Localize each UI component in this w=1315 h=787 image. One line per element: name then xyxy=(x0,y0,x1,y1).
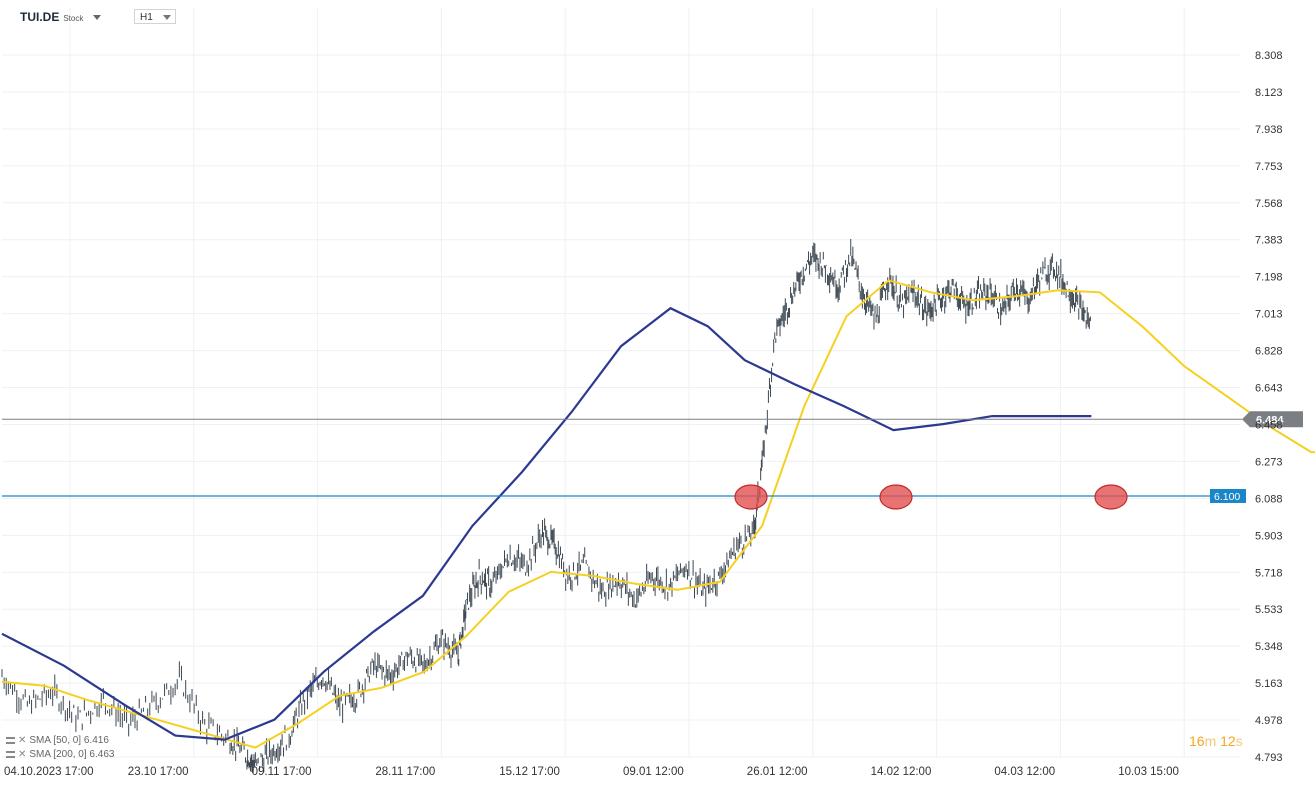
x-tick-label: 04.10.2023 17:00 xyxy=(4,766,94,778)
y-tick-label: 6.273 xyxy=(1255,456,1283,468)
price-series xyxy=(1,239,1091,773)
y-tick-label: 7.198 xyxy=(1255,272,1283,284)
y-tick-label: 4.978 xyxy=(1255,715,1283,727)
support-price-tag xyxy=(1210,488,1246,503)
sma200-line xyxy=(1,306,1092,741)
support-touch-circle xyxy=(734,484,768,510)
y-tick-label: 6.458 xyxy=(1255,419,1283,431)
x-tick-label: 09.11 17:00 xyxy=(252,766,312,778)
indicator-label: SMA [50, 0] 6.416 xyxy=(29,735,109,746)
y-tick-label: 6.643 xyxy=(1255,383,1283,395)
y-tick-label: 5.903 xyxy=(1255,530,1283,542)
x-tick-label: 23.10 17:00 xyxy=(128,766,189,778)
y-tick-label: 6.088 xyxy=(1255,493,1283,505)
current-price-tag xyxy=(1242,411,1303,428)
support-touch-circle xyxy=(879,484,913,510)
support-touch-circle xyxy=(1094,484,1128,510)
y-tick-label: 7.753 xyxy=(1255,161,1283,173)
asset-type: Stock xyxy=(63,14,84,23)
candle-countdown: 16m 12s xyxy=(1189,733,1243,749)
reference-lines: 6.484 6.100 xyxy=(2,411,1303,503)
y-tick-label: 5.718 xyxy=(1255,567,1283,579)
timeframe-select[interactable]: H1 xyxy=(134,9,176,24)
x-tick-label: 09.01 12:00 xyxy=(623,766,684,778)
x-tick-label: 26.01 12:00 xyxy=(747,766,808,778)
indicator-settings-icon[interactable] xyxy=(6,737,15,744)
remove-icon[interactable]: ✕ xyxy=(18,749,27,760)
chevron-down-icon xyxy=(163,15,171,20)
x-tick-label: 14.02 12:00 xyxy=(871,766,932,778)
x-axis: 04.10.2023 17:00 23.10 17:00 09.11 17:00 28… xyxy=(4,766,1179,778)
timer-minutes: 16 xyxy=(1189,733,1205,749)
y-tick-label: 7.383 xyxy=(1255,235,1283,247)
y-tick-label: 4.793 xyxy=(1255,752,1283,764)
chart-header: TUI.DE Stock xyxy=(20,10,102,24)
timeframe-value: H1 xyxy=(140,12,153,23)
indicator-settings-icon[interactable] xyxy=(6,751,15,758)
symbol-dropdown-icon[interactable] xyxy=(93,14,102,20)
indicator-sma200[interactable]: ✕ SMA [200, 0] 6.463 xyxy=(6,749,114,760)
y-tick-label: 5.533 xyxy=(1255,604,1283,616)
y-tick-label: 5.163 xyxy=(1255,678,1283,690)
y-tick-label: 7.938 xyxy=(1255,124,1283,136)
x-tick-label: 15.12 17:00 xyxy=(499,766,560,778)
y-tick-label: 7.568 xyxy=(1255,198,1283,210)
chart-grid xyxy=(2,8,1240,758)
x-tick-label: 28.11 17:00 xyxy=(375,766,435,778)
indicator-sma50[interactable]: ✕ SMA [50, 0] 6.416 xyxy=(6,735,109,746)
x-tick-label: 04.03 12:00 xyxy=(994,766,1055,778)
support-price-label: 6.100 xyxy=(1214,491,1240,503)
timer-seconds: 12 xyxy=(1220,733,1236,749)
y-tick-label: 6.828 xyxy=(1255,346,1283,358)
timer-seconds-unit: s xyxy=(1235,733,1243,749)
indicator-label: SMA [200, 0] 6.463 xyxy=(29,749,115,760)
support-touch-markers xyxy=(734,484,1128,510)
timer-minutes-unit: m xyxy=(1204,733,1217,749)
remove-icon[interactable]: ✕ xyxy=(18,735,27,746)
y-tick-label: 8.308 xyxy=(1255,50,1283,62)
x-tick-label: 10.03 15:00 xyxy=(1118,766,1179,778)
y-axis: 8.308 8.123 7.938 7.753 7.568 7.383 7.198 7.013… xyxy=(1255,50,1283,764)
symbol-name[interactable]: TUI.DE xyxy=(20,10,60,24)
y-tick-label: 5.348 xyxy=(1255,641,1283,653)
y-tick-label: 7.013 xyxy=(1255,309,1283,321)
y-tick-label: 8.123 xyxy=(1255,87,1283,99)
current-price-label: 6.484 xyxy=(1256,414,1284,426)
